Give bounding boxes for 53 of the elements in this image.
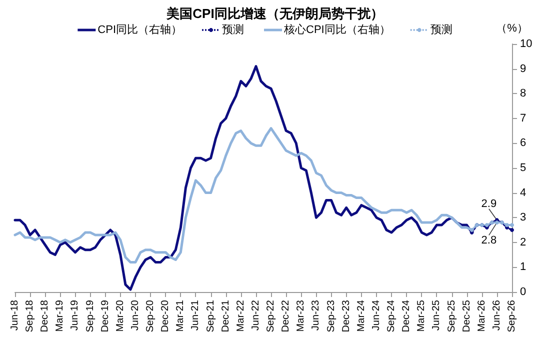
- x-tick-label: Dec-24: [401, 300, 412, 332]
- y-tick-label: 7: [520, 112, 526, 124]
- annotation: 2.9: [481, 198, 497, 210]
- x-tick-label: Mar-22: [235, 300, 246, 332]
- legend-label: 预测: [222, 24, 244, 36]
- x-tick-label: Mar-23: [296, 300, 307, 332]
- y-tick-label: 3: [520, 212, 526, 224]
- x-tick-label: Dec-22: [280, 300, 292, 332]
- x-tick-label: Mar-20: [114, 300, 126, 332]
- x-tick-label: Mar-25: [416, 300, 428, 332]
- y-tick-label: 6: [520, 137, 526, 150]
- x-tick-label: Jun-21: [190, 300, 202, 331]
- x-tick-label: Sep-22: [266, 300, 277, 332]
- x-tick-label: Sep-25: [446, 300, 458, 332]
- x-tick-label: Sep-18: [24, 300, 36, 332]
- x-tick-label: Sep-19: [84, 300, 96, 332]
- x-tick-label: Dec-18: [40, 300, 51, 332]
- x-tick-label: Mar-19: [54, 300, 66, 332]
- chart-title: 美国CPI同比增速（无伊朗局势干扰）: [166, 6, 384, 21]
- y-axis-title: （%）: [496, 22, 528, 34]
- x-tick-label: Sep-23: [326, 300, 337, 332]
- x-tick-label: Jun-24: [370, 300, 382, 331]
- x-tick-label: Jun-18: [10, 300, 20, 331]
- y-tick-label: 8: [520, 88, 526, 100]
- x-tick-label: Jun-26: [491, 300, 502, 331]
- x-tick-label: Jun-25: [431, 300, 442, 331]
- x-tick-label: Jun-19: [70, 300, 81, 331]
- x-tick-label: Sep-21: [205, 300, 216, 332]
- legend-label: CPI同比（右轴）: [98, 23, 182, 36]
- x-tick-label: Sep-26: [506, 300, 518, 332]
- x-tick-label: Dec-20: [160, 300, 172, 332]
- x-tick-label: Dec-23: [340, 300, 352, 332]
- x-tick-label: Mar-24: [356, 300, 367, 332]
- x-tick-label: Dec-25: [461, 300, 472, 332]
- x-tick-label: Mar-26: [476, 300, 488, 332]
- legend-label: 核心CPI同比（右轴）: [283, 23, 390, 36]
- x-tick-label: Mar-21: [175, 300, 186, 332]
- x-tick-label: Sep-20: [145, 300, 156, 332]
- y-tick-label: 4: [520, 186, 526, 199]
- x-tick-label: Sep-24: [386, 300, 398, 332]
- y-tick-label: 5: [520, 162, 526, 174]
- annotation: 2.8: [481, 234, 497, 247]
- y-tick-label: 10: [520, 38, 532, 50]
- x-tick-label: Jun-22: [250, 300, 262, 331]
- y-tick-label: 9: [520, 62, 526, 75]
- x-tick-label: Jun-20: [130, 300, 141, 331]
- y-tick-label: 2: [520, 236, 526, 248]
- y-tick-label: 1: [520, 261, 526, 274]
- y-tick-label: 0: [520, 286, 526, 298]
- x-tick-label: Dec-21: [220, 300, 232, 332]
- x-tick-label: Jun-23: [310, 300, 322, 331]
- legend-label: 预测: [430, 24, 452, 36]
- x-tick-label: Dec-19: [100, 300, 111, 332]
